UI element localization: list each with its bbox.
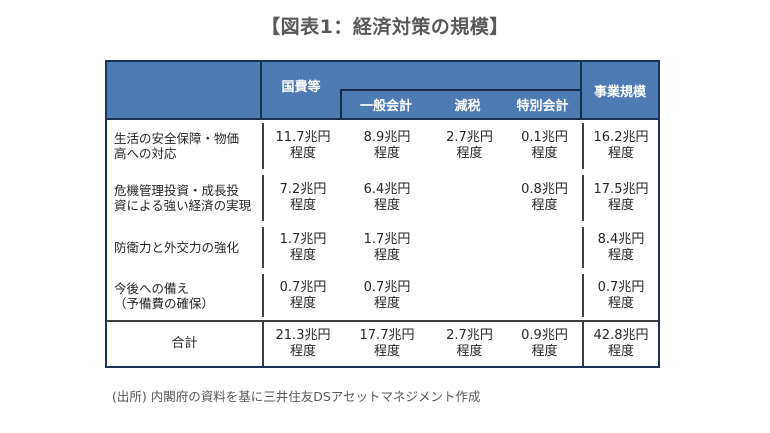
cell-kokuhi: 7.2兆円 程度 <box>262 175 342 221</box>
economic-measures-table: 国費等 一般会計 減税 特別会計 事業規模 生活の安全保障・物価 高への対応 1… <box>105 60 660 368</box>
figure-title: 【図表1：経済対策の規模】 <box>261 16 509 38</box>
row-label: 防衛力と外交力の強化 <box>114 240 240 255</box>
cell-ippan: 17.7兆円 程度 <box>359 328 415 359</box>
header-jigyo-kibo: 事業規模 <box>593 84 646 100</box>
cell-kokuhi: 1.7兆円 程度 <box>262 227 342 268</box>
cell-tokubetsu <box>507 227 582 268</box>
cell-genzei <box>432 175 507 221</box>
cell-kokuhi: 0.7兆円 程度 <box>262 274 342 317</box>
cell-jigyo: 42.8兆円 程度 <box>582 322 658 366</box>
table-header: 国費等 一般会計 減税 特別会計 事業規模 <box>107 62 658 120</box>
row-label: 今後への備え （予備費の確保） <box>114 280 215 311</box>
table-row: 防衛力と外交力の強化 1.7兆円 程度 1.7兆円 程度 8.4兆円 程度 <box>107 224 658 271</box>
cell-genzei: 2.7兆円 程度 <box>446 328 493 359</box>
table-row: 危機管理投資・成長投 資による強い経済の実現 7.2兆円 程度 6.4兆円 程度… <box>107 172 658 224</box>
source-note: (出所) 内閣府の資料を基に三井住友DSアセットマネジメント作成 <box>112 389 481 404</box>
cell-genzei <box>432 227 507 268</box>
cell-kokuhi: 21.3兆円 程度 <box>262 322 342 366</box>
cell-tokubetsu: 0.9兆円 程度 <box>521 328 568 359</box>
header-ippan-kaikei: 一般会計 <box>359 99 412 114</box>
cell-jigyo: 16.2兆円 程度 <box>582 123 658 169</box>
cell-ippan: 0.7兆円 程度 <box>363 279 411 311</box>
cell-ippan: 8.9兆円 程度 <box>363 130 411 161</box>
total-label: 合計 <box>171 336 198 352</box>
header-kokuhi: 国費等 <box>281 80 321 95</box>
cell-genzei: 2.7兆円 程度 <box>446 130 493 161</box>
cell-jigyo: 8.4兆円 程度 <box>582 227 658 268</box>
cell-ippan: 1.7兆円 程度 <box>363 231 411 263</box>
cell-tokubetsu: 0.1兆円 程度 <box>521 130 568 161</box>
cell-tokubetsu: 0.8兆円 程度 <box>521 182 568 213</box>
row-label: 危機管理投資・成長投 資による強い経済の実現 <box>114 183 252 213</box>
cell-jigyo: 17.5兆円 程度 <box>582 175 658 221</box>
row-label: 生活の安全保障・物価 高への対応 <box>114 131 240 161</box>
header-genzei: 減税 <box>454 99 481 114</box>
cell-kokuhi: 11.7兆円 程度 <box>262 123 342 169</box>
cell-ippan: 6.4兆円 程度 <box>363 182 411 213</box>
table-row: 今後への備え （予備費の確保） 0.7兆円 程度 0.7兆円 程度 0.7兆円 … <box>107 271 658 320</box>
cell-tokubetsu <box>507 274 582 317</box>
header-tokubetsu-kaikei: 特別会計 <box>516 99 569 114</box>
cell-jigyo: 0.7兆円 程度 <box>582 274 658 317</box>
cell-genzei <box>432 274 507 317</box>
header-breakdown-box: 一般会計 減税 特別会計 <box>340 89 582 118</box>
header-divider-label-col <box>260 62 262 118</box>
table-total-row: 合計 21.3兆円 程度 17.7兆円 程度 2.7兆円 程度 0.9兆円 程度… <box>107 320 658 366</box>
table-body: 生活の安全保障・物価 高への対応 11.7兆円 程度 8.9兆円 程度 2.7兆… <box>107 120 658 366</box>
table-row: 生活の安全保障・物価 高への対応 11.7兆円 程度 8.9兆円 程度 2.7兆… <box>107 120 658 172</box>
